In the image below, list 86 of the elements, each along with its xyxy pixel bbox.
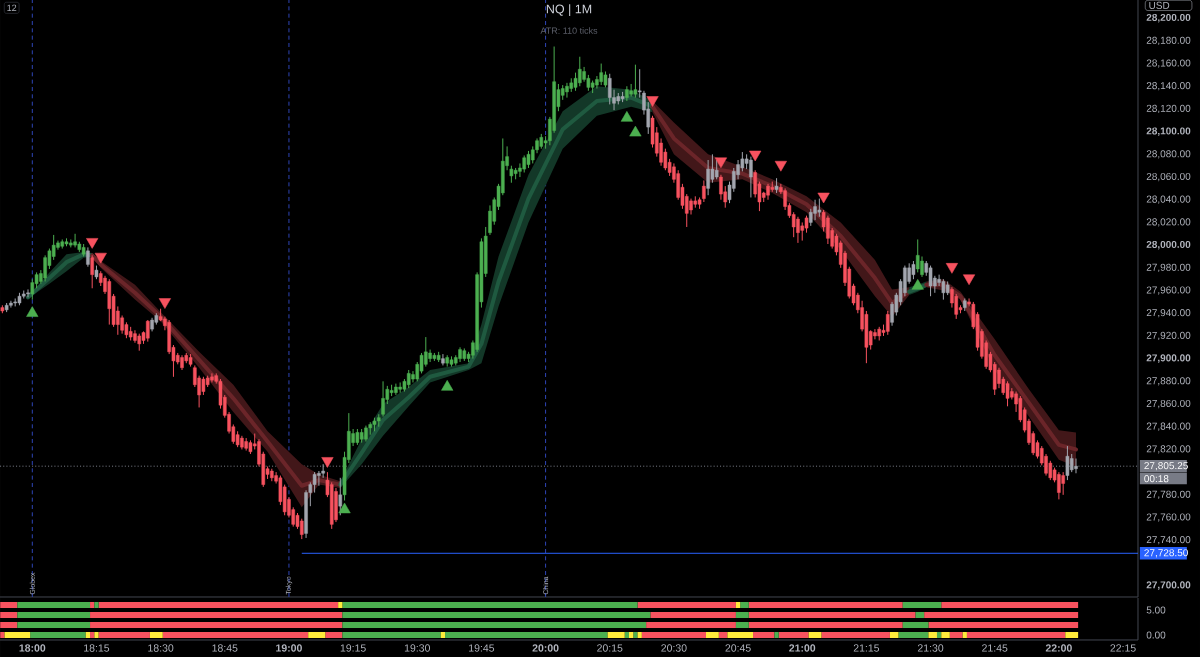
candlestick [381,380,385,418]
y-tick-label: 28,000.00 [1146,240,1191,250]
candlestick [30,278,35,301]
y-tick-label: 27,880.00 [1146,377,1191,386]
point [817,192,830,204]
x-tick-label: 21:00 [789,644,816,652]
y-tick-label: 28,180.00 [1146,36,1191,45]
y-tick-label: 27,700.00 [1146,581,1191,590]
y-tick-label: 27,860.00 [1146,399,1191,409]
y-tick-label: 27,780.00 [1146,490,1191,499]
point [321,457,334,468]
y-tick-label: 27,960.00 [1146,286,1191,295]
x-tick-label: 18:30 [148,644,174,652]
x-tick-label: 19:15 [340,644,366,652]
y-tick-label: 27,920.00 [1146,331,1191,341]
y-tick-label: 27,840.00 [1146,422,1191,431]
y-tick-label: 28,160.00 [1146,59,1191,68]
point [714,157,727,169]
point [749,150,762,162]
y-tick-label: 27,740.00 [1146,536,1191,545]
candlestick [565,82,569,99]
y-tick-label: 27,940.00 [1146,309,1191,318]
candlestick [1065,445,1070,481]
candlestick [1061,471,1065,496]
x-tick-label: 20:00 [532,644,559,652]
text: ATR: 110 ticks [540,27,598,34]
x-tick-label: 21:30 [917,644,944,652]
point [86,238,99,249]
y-tick-label: 27,900.00 [1146,354,1191,363]
x-tick-label: 18:45 [212,644,238,652]
candlestick [714,159,719,180]
candlestick [920,255,924,278]
x-tick-label: 22:00 [1045,644,1072,652]
y-tick-label: 28,200.00 [1146,13,1191,23]
point [158,298,171,309]
candlestick [1005,380,1010,407]
y-tick-label: 27,760.00 [1146,513,1191,522]
candlestick [26,288,30,298]
candlestick [338,477,343,516]
point [774,160,787,172]
candlestick [817,198,822,218]
point [963,274,976,285]
x-tick-label: 20:45 [725,644,751,652]
candlestick [201,376,206,396]
x-tick-label: 19:30 [404,644,430,652]
candlestick [406,369,411,389]
y-tick-label: 27,820.00 [1146,445,1191,454]
candlestick [941,278,946,301]
candlestick [90,254,94,289]
y-axis-title: USD [1149,1,1170,9]
candlestick [86,246,90,268]
candlestick [441,353,445,366]
x-tick-label: 20:15 [597,644,623,652]
candlestick [719,174,723,201]
y-tick-label: 28,040.00 [1146,195,1191,204]
y-tick-label: 28,140.00 [1146,82,1191,91]
point [94,252,107,264]
chart-title: NQ | 1M [546,4,592,16]
x-tick-label: 22:15 [1110,644,1136,652]
candlestick [997,367,1001,389]
y-tick-label: 28,060.00 [1146,172,1191,182]
point [945,263,958,274]
candlestick [1069,453,1074,473]
x-tick-label: 19:00 [276,644,302,652]
x-tick-label: 18:00 [19,644,46,652]
y-tick-label: 27,980.00 [1146,263,1191,272]
y-tick-label: 28,120.00 [1146,104,1191,114]
y-tick-label: 5.00 [1146,606,1166,614]
y-tick-label: 0.00 [1146,631,1166,639]
x-tick-label: 19:45 [469,644,495,652]
candlestick [915,238,920,273]
candlestick [911,260,916,280]
y-tick-label: 28,100.00 [1146,127,1191,136]
annotation: 12 [7,4,17,11]
candlestick [633,64,638,99]
x-tick-label: 20:30 [661,644,687,652]
text: 00:18 [1144,475,1169,483]
candlestick [928,265,933,297]
candlestick [796,216,800,244]
x-tick-label: 21:45 [982,644,1008,652]
x-tick-label: 18:15 [84,644,110,652]
y-tick-label: 28,020.00 [1146,218,1191,227]
point [646,96,659,107]
candlestick [1074,458,1078,474]
y-tick-label: 28,080.00 [1146,150,1191,159]
x-tick-label: 21:15 [853,644,880,652]
